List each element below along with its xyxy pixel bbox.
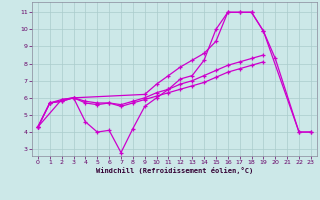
X-axis label: Windchill (Refroidissement éolien,°C): Windchill (Refroidissement éolien,°C): [96, 167, 253, 174]
